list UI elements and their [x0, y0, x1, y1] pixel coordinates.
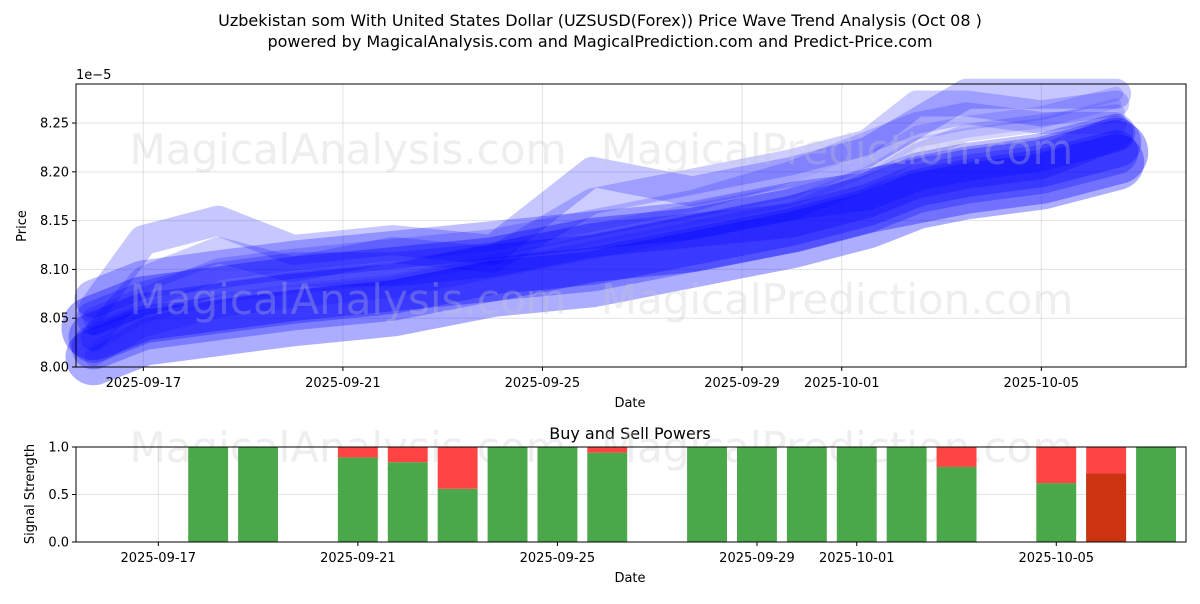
x-tick-label: 2025-10-01 — [819, 551, 895, 566]
wave-line-5 — [80, 90, 1130, 351]
y-tick-label: 8.15 — [40, 214, 69, 229]
x-tick-label: 2025-09-29 — [719, 551, 795, 566]
signal-panel: Buy and Sell Powers MagicalAnalysis.com … — [23, 423, 1187, 586]
signal-axes: 2025-09-17 2025-09-21 2025-09-25 2025-09-29… — [48, 441, 1094, 567]
x-tick-label: 2025-09-25 — [520, 551, 596, 566]
x-tick-label: 2025-09-25 — [505, 376, 581, 391]
y-tick-label: 8.20 — [40, 165, 69, 180]
y-tick-label: 8.00 — [40, 361, 69, 376]
y-tick-label: 1.0 — [48, 441, 69, 456]
wave-line-3 — [84, 104, 1126, 367]
x-tick-label: 2025-09-17 — [106, 376, 182, 391]
price-x-axis-label: Date — [614, 396, 645, 411]
sell-bar — [587, 447, 628, 453]
x-tick-label: 2025-09-21 — [305, 376, 381, 391]
sell-bar-overlap — [1086, 473, 1127, 542]
wave-line-10 — [68, 117, 1142, 363]
wave-line-4 — [82, 102, 1128, 330]
buy-bar — [337, 457, 378, 542]
signal-bars — [188, 447, 1176, 542]
buy-bar — [238, 447, 278, 542]
buy-bar — [1136, 447, 1176, 542]
wave-line-12 — [61, 120, 1149, 360]
x-tick-label: 2025-10-05 — [1019, 551, 1095, 566]
wave-line-11 — [65, 134, 1145, 386]
wave-line-7 — [76, 115, 1134, 336]
buy-bar — [537, 447, 578, 542]
sell-bar — [1086, 447, 1127, 474]
buy-bar — [1036, 483, 1077, 542]
sell-bar — [337, 447, 378, 458]
sell-bar — [1036, 447, 1077, 484]
buy-bar — [936, 466, 977, 542]
watermark-analysis: MagicalAnalysis.com — [130, 125, 567, 174]
y-tick-label: 0.5 — [48, 488, 69, 503]
signal-title: Buy and Sell Powers — [549, 424, 711, 443]
x-tick-label: 2025-09-29 — [704, 376, 780, 391]
wave-line-8 — [74, 113, 1136, 318]
y-tick-label: 8.05 — [40, 312, 69, 327]
chart-subtitle: powered by MagicalAnalysis.com and Magic… — [267, 32, 932, 51]
buy-bar — [687, 447, 727, 542]
price-y-axis-label: Price — [15, 210, 30, 242]
price-axes-frame — [75, 83, 1187, 368]
x-tick-label: 2025-10-05 — [1004, 376, 1080, 391]
wave-line-6 — [78, 78, 1132, 324]
buy-bar — [437, 488, 478, 542]
y-offset-label: 1e−5 — [76, 68, 111, 83]
signal-x-axis-label: Date — [614, 571, 645, 586]
price-axes: 2025-09-17 2025-09-21 2025-09-25 2025-09-29… — [40, 117, 1079, 391]
x-tick-label: 2025-10-01 — [804, 376, 880, 391]
buy-bar — [387, 462, 428, 542]
buy-bar — [188, 447, 229, 542]
buy-bar — [886, 447, 927, 542]
sell-bar — [936, 447, 977, 467]
buy-bar — [786, 447, 827, 542]
watermark-prediction: MagicalPrediction.com — [601, 275, 1074, 324]
watermark-analysis: MagicalAnalysis.com — [130, 275, 567, 324]
x-tick-label: 2025-09-21 — [320, 551, 396, 566]
buy-bar — [737, 447, 777, 542]
buy-bar — [487, 447, 528, 542]
y-tick-label: 0.0 — [48, 536, 69, 551]
signal-y-axis-label: Signal Strength — [23, 444, 38, 544]
buy-bar — [587, 452, 628, 542]
price-waves — [61, 78, 1149, 386]
y-tick-label: 8.10 — [40, 263, 69, 278]
sell-bar — [437, 447, 478, 489]
buy-bar — [836, 447, 877, 542]
wave-line-2 — [86, 86, 1124, 335]
wave-line-9 — [71, 130, 1139, 370]
y-tick-label: 8.25 — [40, 117, 69, 132]
x-tick-label: 2025-09-17 — [121, 551, 197, 566]
price-watermarks: MagicalAnalysis.com MagicalPrediction.co… — [130, 125, 1074, 324]
price-wave-panel: MagicalAnalysis.com MagicalPrediction.co… — [15, 68, 1187, 411]
watermark-prediction: MagicalPrediction.com — [601, 125, 1074, 174]
wave-line-1 — [88, 98, 1122, 353]
sell-bar — [387, 447, 428, 463]
chart-title: Uzbekistan som With United States Dollar… — [218, 11, 982, 30]
